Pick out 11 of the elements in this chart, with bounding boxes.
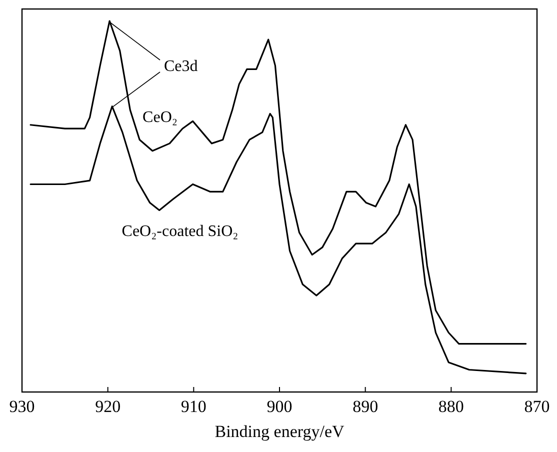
annotation: Ce3d (164, 58, 198, 75)
x-tick-label: 870 (524, 397, 550, 416)
x-tick-label: 910 (180, 397, 206, 416)
x-tick-label: 880 (438, 397, 464, 416)
x-axis-title: Binding energy/eV (214, 422, 345, 441)
legend-label: CeO₂ (142, 109, 178, 126)
x-tick-label: 900 (266, 397, 292, 416)
x-tick-label: 890 (352, 397, 378, 416)
x-tick-label: 930 (9, 397, 35, 416)
series-label: CeO₂-coated SiO₂ (122, 223, 238, 240)
x-tick-label: 920 (95, 397, 121, 416)
